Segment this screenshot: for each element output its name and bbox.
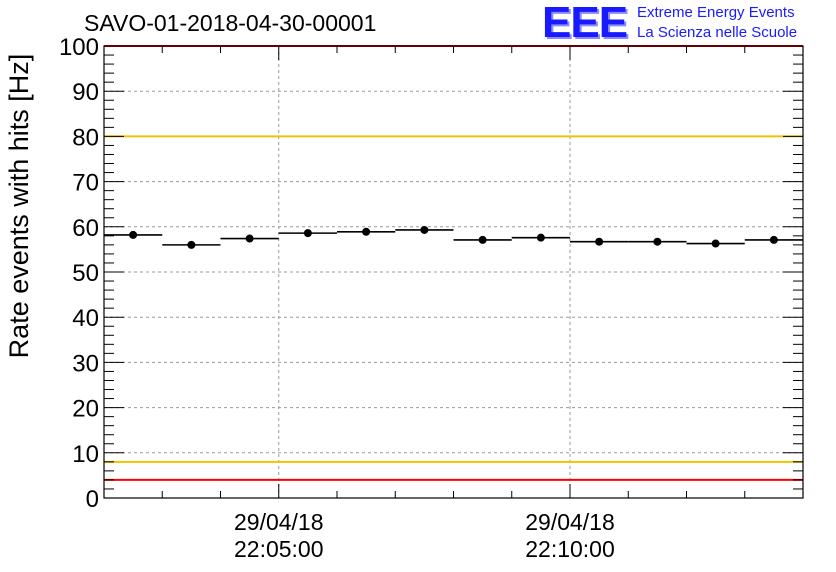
x-tick-time: 22:10:00 (525, 536, 615, 562)
data-point (420, 225, 429, 234)
data-point (303, 229, 312, 238)
y-tick-label: 60 (72, 215, 99, 242)
data-point (362, 227, 371, 236)
y-tick-label: 20 (72, 396, 99, 423)
grid-lines (104, 46, 803, 498)
axis-labels: 010203040506070809010029/04/1822:05:0029… (4, 34, 615, 562)
y-tick-label: 0 (86, 486, 99, 513)
data-point (478, 235, 487, 244)
x-tick-time: 22:05:00 (234, 536, 324, 562)
x-tick-date: 29/04/18 (525, 509, 615, 535)
run-title: SAVO-01-2018-04-30-00001 (84, 10, 377, 36)
y-tick-label: 30 (72, 350, 99, 377)
threshold-lines (104, 45, 803, 481)
x-tick-date: 29/04/18 (234, 509, 324, 535)
logo-letters: EEE (542, 0, 628, 47)
data-point (595, 237, 604, 246)
data-point (129, 230, 138, 239)
y-tick-label: 80 (72, 124, 99, 151)
logo-line-2: La Scienza nelle Scuole (637, 24, 798, 41)
data-point (711, 239, 720, 248)
data-point (769, 235, 778, 244)
y-tick-label: 70 (72, 170, 99, 197)
data-point (653, 237, 662, 246)
y-tick-label: 100 (59, 34, 99, 61)
axis-ticks (104, 45, 803, 499)
data-point (187, 240, 196, 249)
y-tick-label: 90 (72, 79, 99, 106)
y-tick-label: 50 (72, 260, 99, 287)
y-axis-title: Rate events with hits [Hz] (4, 54, 34, 359)
y-tick-label: 40 (72, 305, 99, 332)
data-points (104, 225, 803, 249)
data-point (245, 234, 254, 243)
y-tick-label: 10 (72, 441, 99, 468)
logo-line-1: Extreme Energy Events (637, 4, 795, 21)
data-point (536, 233, 545, 242)
